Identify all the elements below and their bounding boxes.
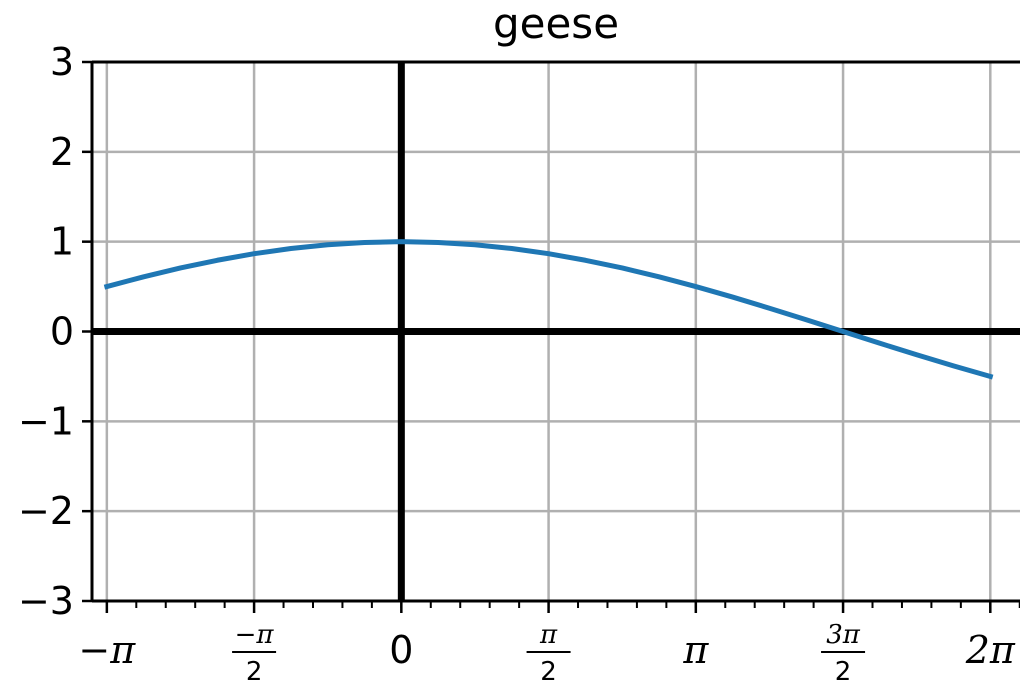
y-tick-label: 1 <box>50 220 74 264</box>
y-tick-label: −1 <box>18 399 74 443</box>
x-tick-label-numerator: π <box>539 620 558 650</box>
x-tick-label: π <box>682 628 709 672</box>
y-tick-label: −2 <box>18 489 74 533</box>
y-tick-label: 3 <box>50 40 74 84</box>
x-tick-label-denominator: 2 <box>835 657 852 687</box>
y-tick-label: 0 <box>50 310 74 354</box>
series-group <box>103 239 994 380</box>
x-tick-label-denominator: 2 <box>246 657 263 687</box>
x-tick-label: −π <box>78 628 136 672</box>
x-tick-label-denominator: 2 <box>540 657 557 687</box>
y-tick-label: −3 <box>18 579 74 623</box>
x-tick-label: 0 <box>389 628 413 672</box>
x-tick-label-numerator: 3π <box>826 620 861 650</box>
tick-marks <box>82 60 1020 613</box>
x-tick-label-numerator: −π <box>235 620 275 650</box>
x-tick-label: 2π <box>965 628 1016 672</box>
series-line-0 <box>103 239 994 380</box>
chart-title: geese <box>493 0 619 48</box>
y-tick-label: 2 <box>50 130 74 174</box>
zero-axis-lines <box>92 62 1020 601</box>
